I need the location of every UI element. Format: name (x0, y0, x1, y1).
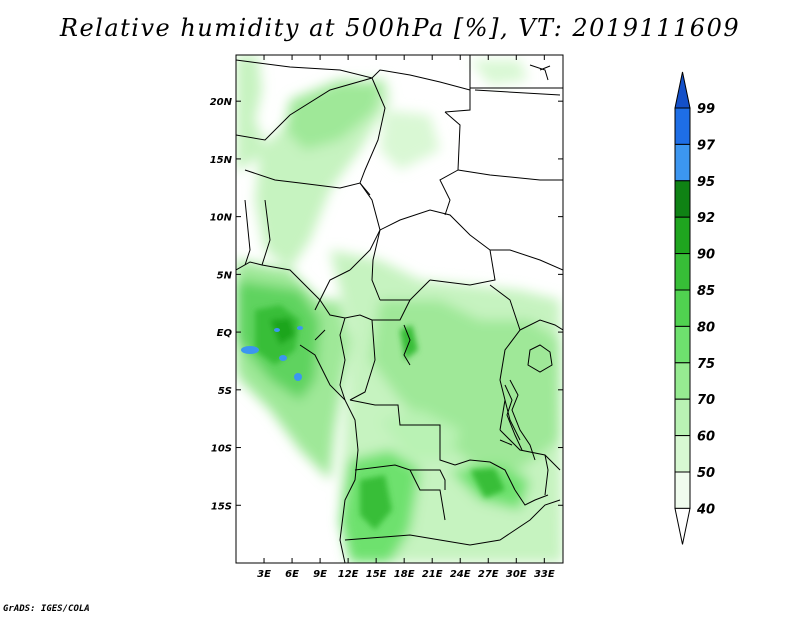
lon-tick-label: 33E (534, 569, 555, 580)
colorbar-box (674, 471, 691, 509)
colorbar-level-label: 50 (697, 466, 715, 481)
colorbar-level-label: 40 (696, 502, 715, 517)
colorbar-box (674, 143, 691, 182)
colorbar-box (674, 398, 691, 437)
colorbar-level-label: 99 (697, 102, 715, 117)
colorbar-level-label: 60 (697, 430, 715, 445)
country-borders (236, 55, 563, 563)
colorbar-box (674, 253, 691, 291)
grads-credit: GrADS: IGES/COLA (3, 604, 90, 614)
colorbar-box (674, 107, 691, 145)
map-frame (235, 54, 564, 564)
lat-tick-label: 15N (210, 155, 233, 166)
lon-tick-label: 6E (285, 569, 299, 580)
colorbar-level-label: 97 (697, 138, 716, 153)
colorbar-level-label: 85 (697, 284, 715, 299)
colorbar-level-label: 92 (697, 211, 715, 226)
lat-tick-label: 5N (217, 270, 233, 281)
colorbar-level-label: 75 (697, 357, 715, 372)
lat-tick-label: 10S (211, 444, 232, 455)
colorbar-level-label: 80 (697, 320, 715, 335)
colorbar-box (674, 325, 691, 364)
colorbar-box (674, 216, 691, 255)
lon-tick-label: 21E (422, 569, 443, 580)
lat-tick-label: 5S (218, 386, 232, 397)
latitude-labels: 20N 15N 10N 5N EQ 5S 10S 15S (210, 97, 233, 512)
lon-tick-label: 12E (338, 569, 359, 580)
humidity-field (236, 55, 563, 563)
lon-tick-label: 15E (366, 569, 387, 580)
colorbar-labels: 99 97 95 92 90 85 80 75 70 60 50 40 (696, 102, 716, 517)
lon-tick-label: 3E (257, 569, 271, 580)
colorbar-top-arrow (674, 71, 691, 109)
lat-tick-label: EQ (217, 328, 233, 339)
lon-tick-label: 9E (313, 569, 327, 580)
lon-tick-label: 30E (506, 569, 527, 580)
colorbar: 99 97 95 92 90 85 80 75 70 60 50 40 (674, 71, 716, 545)
colorbar-boxes (674, 71, 691, 545)
lon-tick-label: 24E (450, 569, 471, 580)
humidity-saturated-spots (241, 326, 303, 381)
map-panel (235, 54, 564, 564)
colorbar-level-label: 90 (697, 248, 715, 263)
lat-tick-label: 10N (210, 213, 233, 224)
colorbar-level-label: 70 (697, 393, 715, 408)
lat-tick-label: 15S (211, 501, 232, 512)
humidity-wet-cores (255, 305, 505, 530)
axis-ticks (236, 55, 563, 563)
colorbar-level-label: 95 (697, 175, 715, 190)
colorbar-box (674, 362, 691, 400)
longitude-labels: 3E 6E 9E 12E 15E 18E 21E 24E 27E 30E 33E (257, 569, 555, 580)
colorbar-box (674, 180, 691, 218)
colorbar-bottom-arrow (674, 507, 691, 545)
colorbar-box (674, 289, 691, 327)
lon-tick-label: 18E (394, 569, 415, 580)
colorbar-box (674, 435, 691, 473)
chart-title: Relative humidity at 500hPa [%], VT: 201… (59, 14, 741, 42)
lon-tick-label: 27E (478, 569, 499, 580)
lat-tick-label: 20N (210, 97, 233, 108)
